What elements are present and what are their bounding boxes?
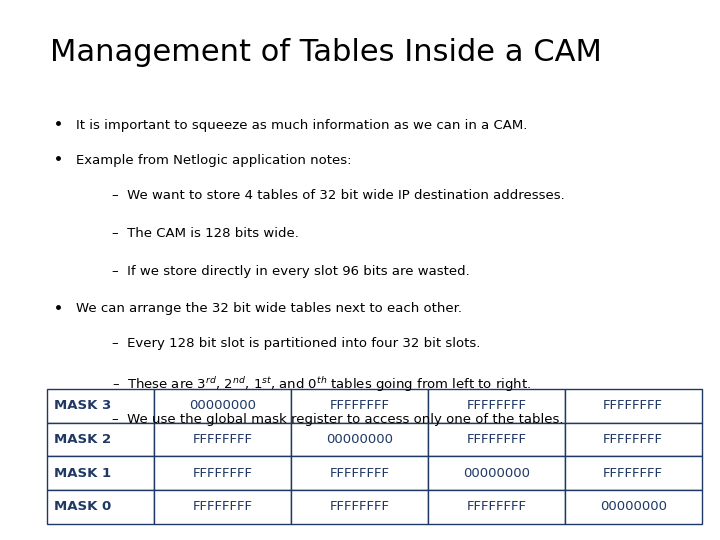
- Bar: [564, 490, 702, 524]
- Text: FFFFFFFF: FFFFFFFF: [603, 399, 663, 412]
- Bar: [428, 490, 564, 524]
- Text: FFFFFFFF: FFFFFFFF: [467, 433, 526, 446]
- Bar: [47, 422, 154, 456]
- Text: MASK 2: MASK 2: [54, 433, 111, 446]
- Text: –  These are 3$^{rd}$, 2$^{nd}$, 1$^{st}$, and 0$^{th}$ tables going from left t: – These are 3$^{rd}$, 2$^{nd}$, 1$^{st}$…: [112, 375, 531, 394]
- Bar: [47, 389, 154, 422]
- Text: MASK 1: MASK 1: [54, 467, 111, 480]
- Bar: [154, 422, 291, 456]
- Text: Example from Netlogic application notes:: Example from Netlogic application notes:: [76, 154, 351, 167]
- Bar: [564, 389, 702, 422]
- Text: FFFFFFFF: FFFFFFFF: [467, 399, 526, 412]
- Text: –  We use the global mask register to access only one of the tables.: – We use the global mask register to acc…: [112, 413, 563, 426]
- Bar: [291, 490, 428, 524]
- Bar: [47, 490, 154, 524]
- Text: FFFFFFFF: FFFFFFFF: [193, 501, 253, 514]
- Text: 00000000: 00000000: [600, 501, 667, 514]
- Text: FFFFFFFF: FFFFFFFF: [193, 467, 253, 480]
- Bar: [428, 389, 564, 422]
- Text: 00000000: 00000000: [326, 433, 393, 446]
- Text: FFFFFFFF: FFFFFFFF: [330, 399, 390, 412]
- Bar: [428, 422, 564, 456]
- Text: FFFFFFFF: FFFFFFFF: [330, 467, 390, 480]
- Text: FFFFFFFF: FFFFFFFF: [330, 501, 390, 514]
- Text: –  If we store directly in every slot 96 bits are wasted.: – If we store directly in every slot 96 …: [112, 265, 469, 278]
- Text: MASK 3: MASK 3: [54, 399, 112, 412]
- Text: 00000000: 00000000: [463, 467, 530, 480]
- Bar: [154, 456, 291, 490]
- Text: FFFFFFFF: FFFFFFFF: [603, 467, 663, 480]
- Text: –  Every 128 bit slot is partitioned into four 32 bit slots.: – Every 128 bit slot is partitioned into…: [112, 338, 480, 350]
- Bar: [291, 456, 428, 490]
- Text: FFFFFFFF: FFFFFFFF: [603, 433, 663, 446]
- Bar: [154, 389, 291, 422]
- Bar: [564, 422, 702, 456]
- Text: –  We want to store 4 tables of 32 bit wide IP destination addresses.: – We want to store 4 tables of 32 bit wi…: [112, 189, 564, 202]
- Text: –  The CAM is 128 bits wide.: – The CAM is 128 bits wide.: [112, 227, 299, 240]
- Text: 00000000: 00000000: [189, 399, 256, 412]
- Bar: [291, 422, 428, 456]
- Text: Management of Tables Inside a CAM: Management of Tables Inside a CAM: [50, 38, 602, 67]
- Text: MASK 0: MASK 0: [54, 501, 112, 514]
- Text: FFFFFFFF: FFFFFFFF: [193, 433, 253, 446]
- Text: We can arrange the 32 bit wide tables next to each other.: We can arrange the 32 bit wide tables ne…: [76, 302, 462, 315]
- Bar: [564, 456, 702, 490]
- Bar: [47, 456, 154, 490]
- Bar: [291, 389, 428, 422]
- Text: FFFFFFFF: FFFFFFFF: [467, 501, 526, 514]
- Bar: [154, 490, 291, 524]
- Bar: [428, 456, 564, 490]
- Text: It is important to squeeze as much information as we can in a CAM.: It is important to squeeze as much infor…: [76, 119, 527, 132]
